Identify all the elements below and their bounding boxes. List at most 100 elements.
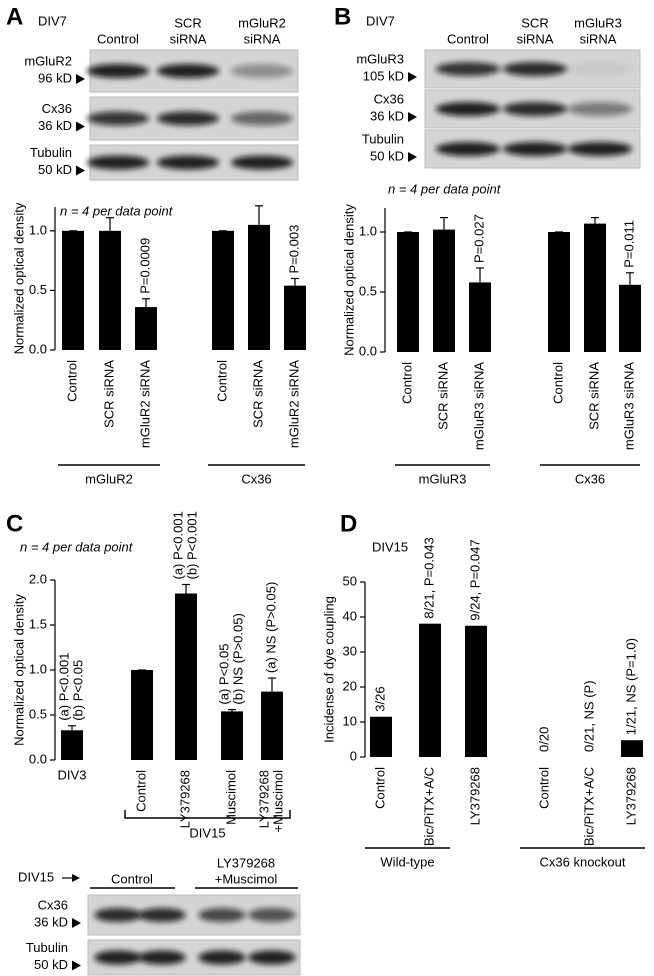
lane-label: Control (447, 31, 489, 46)
x-tick-label: LY379268 (467, 767, 482, 825)
x-tick-label: Control (372, 767, 387, 809)
y-tick-label: 0.0 (29, 341, 47, 356)
row-size: 36 kD (370, 108, 404, 123)
band (567, 102, 633, 116)
x-tick-label: DIV3 (58, 767, 87, 782)
panel-letter: D (340, 510, 357, 537)
arrowhead (408, 152, 417, 162)
lane-label: siRNA (244, 31, 281, 46)
band (86, 111, 150, 126)
lane-label: mGluR2 (238, 15, 286, 30)
band (198, 908, 246, 922)
annotation: (a) P<0.001 (56, 653, 71, 721)
panel-letter: B (334, 3, 351, 30)
y-tick-label: 20 (343, 678, 357, 693)
bar (248, 224, 270, 350)
group-label: mGluR2 (85, 471, 133, 486)
band (198, 950, 246, 965)
x-tick-label: LY379268 (177, 770, 192, 828)
band (230, 64, 294, 78)
x-tick-label: mGluR2 siRNA (137, 360, 152, 448)
x-tick-label: mGluR3 siRNA (471, 362, 486, 450)
band (156, 111, 220, 126)
bar (99, 230, 121, 350)
annotation: 9/24, P=0.047 (467, 539, 482, 620)
arrowhead (72, 874, 80, 882)
annotation: P=0.0009 (137, 238, 152, 294)
note: n = 4 per data point (388, 181, 502, 196)
lane-label: +Muscimol (215, 871, 278, 886)
band (94, 908, 142, 922)
y-tick-label: 0.5 (359, 283, 377, 298)
band (248, 950, 296, 965)
x-tick-label: Control (214, 360, 229, 402)
panel-letter: A (6, 3, 23, 30)
annotation: P=0.003 (286, 225, 301, 274)
annotation: (b) NS (P>0.05) (230, 613, 245, 704)
note: n = 4 per data point (20, 539, 134, 554)
x-tick-label: SCR siRNA (586, 362, 601, 430)
lane-label: Control (111, 871, 153, 886)
band (502, 62, 568, 76)
x-tick-label: Bic/PiTX+A/C (581, 767, 596, 846)
annotation: (a) NS (P>0.05) (263, 582, 278, 673)
bar (131, 670, 153, 760)
bar (548, 232, 570, 352)
band (502, 102, 568, 116)
y-axis-label: Normalized optical density (11, 202, 26, 354)
bar (419, 623, 441, 757)
bar (62, 230, 84, 350)
x-tick-label: SCR siRNA (101, 360, 116, 428)
lane-label: mGluR3 (574, 15, 622, 30)
annotation: P=0.011 (621, 220, 636, 268)
band (435, 62, 501, 76)
group-bracket (124, 810, 291, 819)
y-tick-label: 0 (350, 748, 357, 763)
group-label: mGluR3 (419, 471, 467, 486)
y-tick-label: 0.0 (29, 751, 47, 766)
panel-header: DIV7 (366, 13, 395, 28)
arrowhead (76, 74, 85, 84)
annotation: (b) P<0.05 (70, 660, 85, 721)
panel-letter: C (6, 510, 23, 537)
row-label: Cx36 (42, 101, 72, 116)
band (156, 64, 220, 78)
arrowhead (76, 165, 85, 176)
x-tick-label: LY379268 (256, 770, 271, 828)
arrowhead (76, 121, 85, 132)
band (435, 142, 501, 156)
annotation: (b) P<0.001 (184, 511, 199, 579)
x-tick-label: Control (133, 770, 148, 812)
y-tick-label: 0.0 (359, 343, 377, 358)
row-label: Cx36 (38, 897, 68, 912)
bar (221, 711, 243, 760)
y-tick-label: 1.0 (359, 223, 377, 238)
annotation: 3/26 (372, 686, 387, 711)
annotation: (a) P<0.001 (170, 511, 185, 579)
x-tick-label: Control (399, 362, 414, 404)
row-label: mGluR3 (356, 51, 404, 66)
panel-header: DIV7 (38, 13, 67, 28)
bar (135, 307, 157, 350)
group-label: Cx36 (575, 471, 605, 486)
bar (584, 223, 606, 352)
arrowhead (72, 918, 81, 928)
band (94, 950, 142, 965)
row-label: Tubulin (30, 145, 72, 160)
y-tick-label: 1.0 (29, 222, 47, 237)
annotation: 1/21, NS (P=1.0) (623, 638, 638, 735)
row-size: 96 kD (38, 70, 72, 85)
annotation: 0/21, NS (P) (581, 680, 596, 752)
band (86, 64, 150, 78)
x-tick-label: LY379268 (623, 767, 638, 825)
band (567, 62, 633, 76)
annotation: 0/20 (536, 727, 551, 752)
y-axis-label: Incidense of dye coupling (321, 596, 336, 743)
y-tick-label: 1.0 (29, 661, 47, 676)
bar (370, 716, 392, 757)
lane-label: Control (97, 31, 139, 46)
y-axis-label: Normalized optical density (341, 204, 356, 356)
y-tick-label: 1.5 (29, 616, 47, 631)
y-tick-label: 30 (343, 643, 357, 658)
row-label: Tubulin (362, 131, 404, 146)
